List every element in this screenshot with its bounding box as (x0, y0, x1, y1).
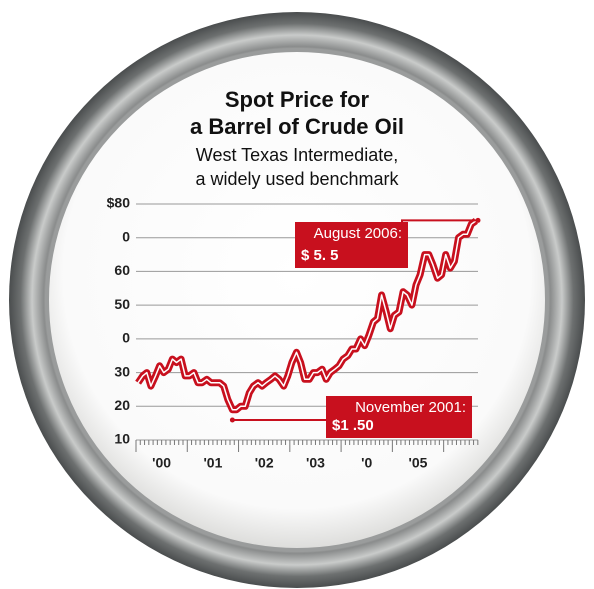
annotation-point (475, 217, 481, 223)
x-tick-label: '02 (255, 455, 274, 471)
chart-title: a Barrel of Crude Oil (190, 114, 404, 139)
annotation-box (326, 396, 472, 438)
x-tick-label: '00 (152, 455, 171, 471)
y-tick-label: 0 (122, 228, 130, 244)
annotation-value: $ 5. 5 (301, 247, 339, 264)
chart-subtitle: a widely used benchmark (195, 169, 399, 189)
line-inner (137, 220, 477, 411)
y-tick-label: 0 (122, 330, 130, 346)
x-tick-label: '0 (361, 455, 372, 471)
y-tick-label: 10 (114, 431, 130, 447)
annotation-text: November 2001: (355, 399, 466, 416)
y-tick-label: 60 (114, 262, 130, 278)
x-tick-label: '05 (409, 455, 428, 471)
annotation-leader (401, 219, 478, 222)
annotation-value: $1 .50 (332, 417, 374, 434)
x-tick-label: '03 (306, 455, 325, 471)
x-tick-label: '01 (203, 455, 222, 471)
y-tick-label: $80 (107, 195, 131, 211)
y-tick-label: 30 (114, 363, 130, 379)
y-tick-label: 20 (114, 397, 130, 413)
y-tick-label: 50 (114, 296, 130, 312)
annotation-point (229, 417, 235, 423)
annotation-box (295, 222, 408, 268)
chart-title: Spot Price for (225, 87, 370, 112)
chart-subtitle: West Texas Intermediate, (196, 145, 398, 165)
annotation-text: August 2006: (314, 225, 402, 242)
